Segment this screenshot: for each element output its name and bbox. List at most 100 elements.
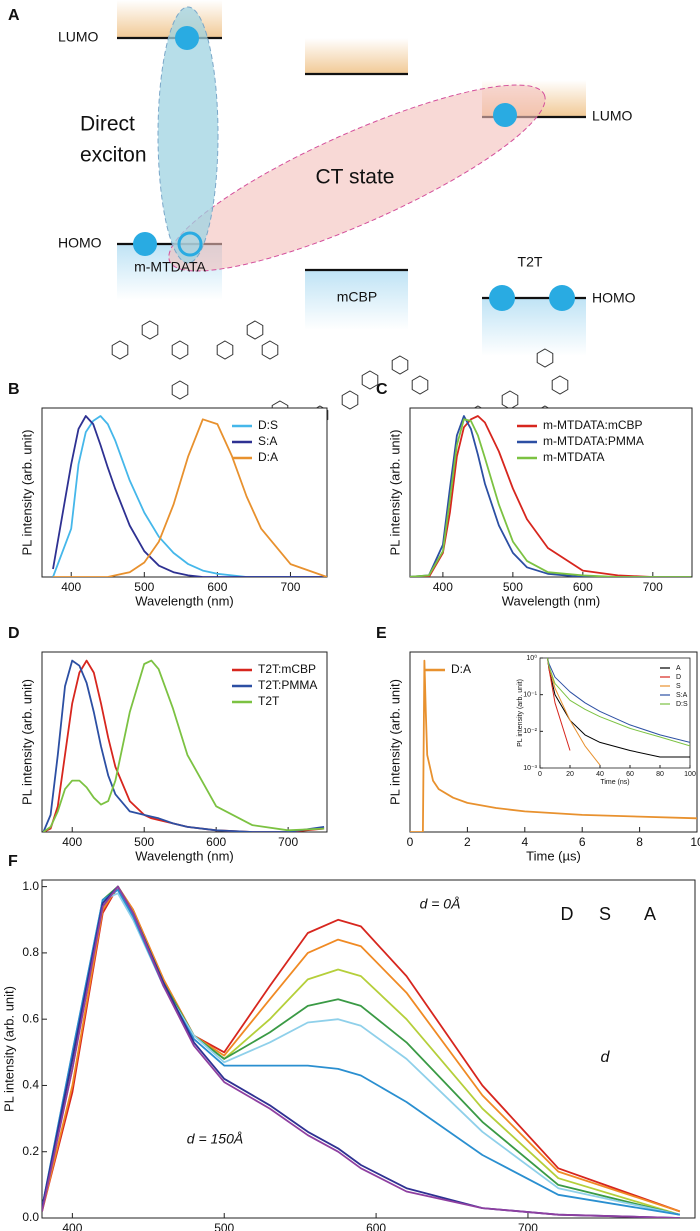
series-line [410,415,692,577]
x-tick-label: 60 [626,771,634,778]
x-axis-title: Time (ns) [600,779,629,786]
x-tick-label: 400 [61,580,81,594]
chart: 400 500 600 700 Wavelength (nm) PL intensity … [8,625,328,863]
series-group [42,659,325,832]
energy-diagram: A LUMO LUMO HOMO HOMO Direct exciton CT … [8,0,636,465]
exciton-label: Direct [80,113,135,136]
level-label: HOMO [592,290,636,306]
x-tick-label: 6 [579,835,586,849]
x-tick-label: 500 [134,580,154,594]
level-label: HOMO [58,235,102,251]
y-axis-title: PL intensity (arb. unit) [19,430,34,556]
chart: 0 20 40 60 80 100 10⁻³ 10⁻² 10⁻¹ 10⁰ Time (ns) PL i… [517,654,696,786]
legend-label: D [676,674,681,681]
panel-label: D [8,625,20,642]
annotation: d = 150Å [187,1131,243,1147]
y-tick-label: 0.4 [22,1078,39,1092]
x-tick-label: 0 [538,771,542,778]
legend-label: S:A [676,692,688,699]
series-line [53,418,327,577]
ct-label: CT state [316,166,395,189]
series-line [42,885,680,1218]
series-line [52,415,327,577]
series-line [547,658,690,747]
x-tick-label: 500 [134,835,154,849]
panel-label: B [8,381,20,398]
legend-label: m-MTDATA:mCBP [543,418,643,432]
legend-label: T2T:PMMA [258,678,317,692]
series-line [42,885,680,1218]
electron [489,285,515,311]
molecule-label: m-MTDATA [134,259,206,275]
x-tick-label: 600 [573,580,593,594]
x-tick-label: 4 [521,835,528,849]
x-axis-title: Time (µs) [526,848,581,863]
series-line [42,659,325,832]
series-group [42,885,681,1218]
schematic-label: D [561,904,574,924]
series-line [42,885,681,1216]
x-tick-label: 600 [207,580,227,594]
x-tick-label: 80 [656,771,664,778]
y-tick-label: 0.8 [22,945,39,959]
legend-label: D:A [451,662,471,676]
x-axis-title: Wavelength (nm) [135,593,234,608]
x-tick-label: 2 [464,835,471,849]
y-axis-title: PL intensity (arb. unit) [19,679,34,805]
series-group [410,415,692,577]
legend-label: D:S [258,418,278,432]
series-line [42,885,681,1213]
electron [493,103,517,127]
series-line [42,659,325,832]
x-axis-title: Wavelength (nm) [502,593,601,608]
level-label: LUMO [58,29,99,45]
exciton-ellipse [157,6,219,264]
x-tick-label: 8 [636,835,643,849]
x-tick-label: 20 [566,771,574,778]
y-tick-label: 1.0 [22,879,39,893]
schematic-label: S [599,904,611,924]
x-tick-label: 700 [518,1221,538,1231]
electron [133,232,157,256]
legend-label: A [676,665,681,672]
y-tick-label: 10⁻¹ [523,692,537,699]
x-tick-label: 400 [433,580,453,594]
ct-ellipse [168,84,546,272]
x-tick-label: 400 [62,1221,82,1231]
series-line [42,885,681,1213]
series-line [410,418,692,577]
molecule-label: mCBP [337,289,377,305]
x-axis-title: Wavelength (nm) [135,848,234,863]
electron [175,26,199,50]
y-axis-title: PL intensity (arb. unit) [387,430,402,556]
exciton-label: exciton [80,144,147,167]
schematic-label: d [601,1049,611,1066]
hole [177,231,203,257]
x-tick-label: 500 [503,580,523,594]
x-tick-label: 700 [643,580,663,594]
legend-label: T2T [258,694,280,708]
legend-label: D:S [676,701,688,708]
panel-label: F [8,853,18,870]
chart: 400 500 600 700 Wavelength (nm) PL intensity … [376,381,693,608]
y-tick-label: 0.6 [22,1011,39,1025]
y-axis-title: PL intensity (arb. unit) [387,679,402,805]
legend-label: D:A [258,450,278,464]
y-tick-label: 0.2 [22,1144,39,1158]
x-tick-label: 700 [280,580,300,594]
plot-frame [539,657,691,769]
chart: 400 500 600 700 Wavelength (nm) PL intensity … [8,381,328,608]
annotation: d = 0Å [420,896,461,912]
x-tick-label: 10 [690,835,700,849]
plot-frame [41,651,328,833]
lumo-band [305,38,408,74]
panel-label: C [376,381,388,398]
x-tick-label: 600 [206,835,226,849]
y-tick-label: 0.0 [22,1210,39,1224]
x-tick-label: 100 [684,771,696,778]
x-tick-label: 600 [366,1221,386,1231]
legend-label: m-MTDATA:PMMA [543,434,644,448]
x-tick-label: 40 [596,771,604,778]
